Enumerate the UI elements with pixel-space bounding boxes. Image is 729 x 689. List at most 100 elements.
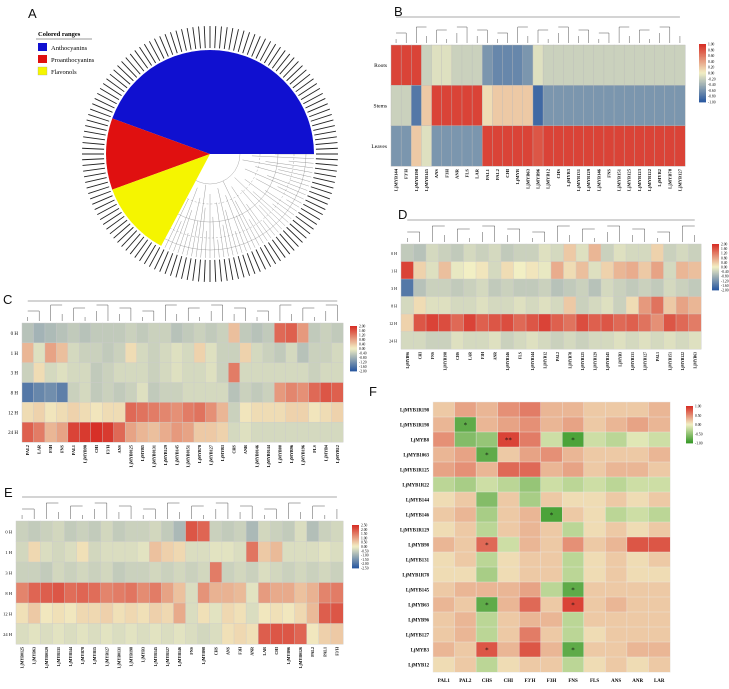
- correlation-cell: [497, 566, 520, 583]
- heat-cell: [688, 243, 702, 262]
- correlation-cell: [497, 581, 520, 598]
- heat-cell: [331, 421, 344, 443]
- correlation-cell: [497, 476, 520, 493]
- heat-cell: [159, 382, 172, 403]
- correlation-cell: [497, 461, 520, 478]
- correlation-cell: [583, 416, 606, 433]
- heat-cell: [318, 520, 332, 542]
- heat-cell: [471, 125, 483, 167]
- heat-cell: [522, 125, 534, 167]
- heat-cell: [500, 261, 515, 280]
- heat-cell: [88, 541, 102, 563]
- row-label: 12 H: [8, 411, 18, 416]
- correlation-cell: [583, 641, 606, 658]
- tree-tip: [246, 34, 256, 55]
- tree-tip: [219, 259, 222, 282]
- correlation-cell: [454, 491, 477, 508]
- colorbar-step: [686, 430, 693, 433]
- tree-tip: [83, 130, 106, 136]
- heat-cell: [400, 125, 412, 167]
- heat-cell: [221, 602, 235, 624]
- correlation-cell: [454, 506, 477, 523]
- colorbar-tick: 1.60: [359, 329, 365, 333]
- column-label: LjMYB0131: [116, 647, 121, 668]
- column-label: LjMYB3: [618, 352, 622, 367]
- heat-cell: [294, 541, 308, 563]
- heat-cell: [149, 582, 162, 604]
- correlation-cell: [432, 536, 456, 553]
- colorbar-step: [350, 369, 357, 372]
- heat-cell: [40, 541, 53, 563]
- column-label: CHI: [418, 351, 422, 359]
- heat-cell: [270, 520, 283, 542]
- heat-cell: [623, 125, 635, 167]
- colorbar-step: [699, 90, 706, 93]
- heat-cell: [413, 313, 427, 332]
- tree-tip: [309, 190, 330, 200]
- heat-cell: [262, 362, 275, 383]
- colorbar-step: [686, 417, 693, 419]
- heat-cell: [542, 44, 554, 86]
- colorbar-step: [352, 566, 359, 569]
- heat-cell: [262, 402, 275, 423]
- colorbar-tick: -0.50: [695, 432, 703, 436]
- significance-mark: *: [464, 422, 468, 430]
- correlation-cell: [497, 626, 520, 643]
- correlation-cell: [626, 566, 649, 583]
- colorbar-step: [352, 555, 359, 557]
- heat-cell: [425, 243, 440, 262]
- colorbar-step: [350, 358, 357, 361]
- colorbar-tick: 2.50: [361, 524, 367, 528]
- heat-cell: [124, 322, 138, 344]
- heat-cell: [550, 278, 565, 297]
- tree-tip: [268, 242, 281, 262]
- heat-cell: [451, 125, 463, 167]
- heat-cell: [318, 623, 332, 645]
- tree-branch: [195, 184, 207, 258]
- significance-mark: *: [571, 602, 575, 610]
- heat-cell: [124, 362, 138, 383]
- column-label: LjMYB146: [506, 352, 510, 370]
- correlation-cell: [540, 431, 563, 448]
- heat-cell: [15, 602, 29, 624]
- heat-cell: [205, 342, 218, 364]
- correlation-cell: [518, 401, 542, 418]
- correlation-cell: [583, 656, 606, 673]
- heat-cell: [550, 331, 565, 350]
- colorbar-step: [712, 249, 719, 252]
- heat-cell: [285, 421, 298, 443]
- heat-cell: [193, 402, 206, 423]
- heat-cell: [149, 520, 162, 542]
- tree-tip: [148, 247, 161, 267]
- row-label: LjMYB131: [406, 559, 430, 564]
- heat-cell: [318, 582, 332, 604]
- correlation-cell: [497, 446, 520, 463]
- tree-tip: [315, 147, 338, 150]
- tree-tip: [134, 50, 149, 69]
- heat-cell: [52, 561, 65, 583]
- tree-tip: [106, 215, 125, 230]
- heat-cell: [124, 402, 138, 423]
- correlation-cell: [432, 506, 456, 523]
- heat-cell: [136, 362, 149, 383]
- colorbar-step: [699, 74, 706, 77]
- column-label: CHS: [556, 169, 561, 179]
- correlation-cell: [540, 416, 563, 433]
- heat-cell: [525, 278, 540, 297]
- heat-cell: [173, 541, 187, 563]
- heat-cell: [650, 331, 665, 350]
- correlation-cell: [605, 566, 628, 583]
- correlation-cell: [605, 551, 628, 568]
- heat-cell: [650, 278, 665, 297]
- heat-cell: [112, 561, 126, 583]
- colorbar-tick: -1.20: [359, 361, 367, 365]
- heat-cell: [563, 243, 577, 262]
- column-label: LAR: [468, 352, 472, 360]
- correlation-cell: [583, 596, 606, 613]
- tree-tip: [233, 29, 239, 51]
- heat-cell: [488, 243, 502, 262]
- correlation-cell: [562, 461, 585, 478]
- column-label: FLS: [312, 444, 317, 452]
- heat-cell: [15, 520, 29, 542]
- heat-cell: [27, 541, 41, 563]
